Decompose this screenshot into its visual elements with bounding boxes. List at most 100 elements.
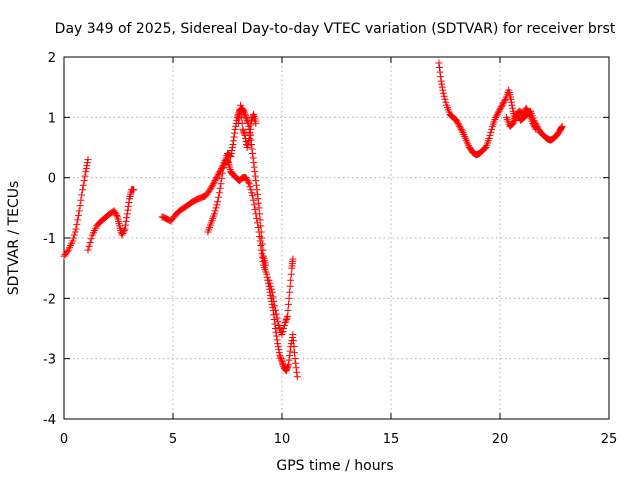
data-point	[212, 204, 220, 212]
data-point	[72, 225, 80, 233]
data-point	[497, 104, 505, 112]
data-point	[558, 122, 566, 130]
data-point	[274, 340, 282, 348]
data-point	[485, 134, 493, 142]
data-point	[283, 314, 291, 322]
data-point	[249, 196, 257, 204]
data-point	[112, 210, 120, 218]
data-point	[285, 300, 293, 308]
data-point	[456, 124, 464, 132]
data-point	[87, 235, 95, 243]
data-point	[254, 195, 262, 203]
data-point	[242, 174, 250, 182]
data-point	[456, 122, 464, 130]
data-point	[119, 228, 127, 236]
data-point	[438, 80, 446, 88]
data-point	[79, 186, 87, 194]
data-point	[437, 73, 445, 81]
data-point	[240, 128, 248, 136]
data-point	[246, 130, 254, 138]
data-point	[118, 231, 126, 239]
data-point	[122, 217, 130, 225]
data-point	[278, 331, 286, 339]
data-point	[111, 208, 119, 216]
data-point	[286, 352, 294, 360]
data-point	[286, 282, 294, 290]
data-point	[480, 145, 488, 153]
data-point	[86, 239, 94, 247]
data-point	[217, 180, 225, 188]
data-point	[73, 220, 81, 228]
data-point	[281, 318, 289, 326]
data-point	[525, 109, 533, 117]
x-tick-label: 0	[60, 432, 68, 447]
data-point	[229, 137, 237, 145]
x-tick-label: 20	[492, 432, 509, 447]
data-point	[452, 116, 460, 124]
data-point	[286, 288, 294, 296]
data-point	[82, 165, 90, 173]
data-point	[522, 104, 530, 112]
data-point	[507, 98, 515, 106]
x-tick-label: 10	[274, 432, 291, 447]
data-point	[228, 144, 236, 151]
data-point	[282, 315, 290, 323]
data-point	[121, 225, 129, 233]
data-point	[270, 297, 278, 305]
data-point	[275, 349, 283, 357]
data-point	[237, 107, 245, 115]
data-point	[79, 181, 87, 189]
data-point	[269, 293, 277, 301]
data-point	[276, 353, 284, 361]
data-point	[284, 306, 292, 314]
data-point	[282, 317, 290, 325]
data-point	[228, 147, 236, 155]
data-point	[257, 228, 265, 236]
data-point	[120, 226, 128, 234]
data-point	[486, 131, 494, 139]
data-point	[244, 177, 252, 185]
data-point	[435, 59, 443, 67]
data-point	[213, 172, 221, 180]
data-point	[267, 282, 275, 290]
data-point	[277, 355, 285, 363]
data-point	[257, 242, 265, 250]
data-point	[214, 171, 222, 179]
data-point	[492, 112, 500, 120]
data-point	[285, 294, 293, 302]
data-point	[84, 156, 92, 164]
data-point	[499, 100, 507, 108]
data-point	[289, 331, 297, 339]
data-point	[439, 89, 447, 97]
data-point	[241, 112, 249, 120]
data-point	[509, 104, 517, 112]
data-point	[464, 140, 472, 148]
y-tick-label: -1	[43, 232, 56, 247]
data-point	[244, 118, 252, 126]
data-point	[247, 121, 255, 129]
data-point	[255, 204, 263, 212]
data-point	[213, 174, 221, 182]
data-point	[287, 270, 295, 278]
data-point	[244, 178, 252, 186]
data-point	[529, 119, 537, 127]
data-point	[279, 328, 287, 336]
data-point	[69, 237, 77, 245]
data-point	[440, 92, 448, 100]
data-point	[252, 177, 260, 185]
data-point	[457, 125, 465, 133]
data-point	[113, 211, 121, 219]
data-point	[219, 164, 227, 172]
data-point	[258, 240, 266, 248]
data-point	[230, 133, 238, 141]
data-point	[441, 95, 449, 103]
data-point	[285, 361, 293, 369]
data-point	[274, 318, 282, 326]
data-point	[218, 163, 226, 171]
data-point	[248, 189, 256, 197]
data-point	[507, 95, 515, 103]
data-point	[253, 190, 261, 198]
data-point	[519, 110, 527, 118]
data-point	[266, 279, 274, 287]
data-point	[530, 121, 538, 129]
